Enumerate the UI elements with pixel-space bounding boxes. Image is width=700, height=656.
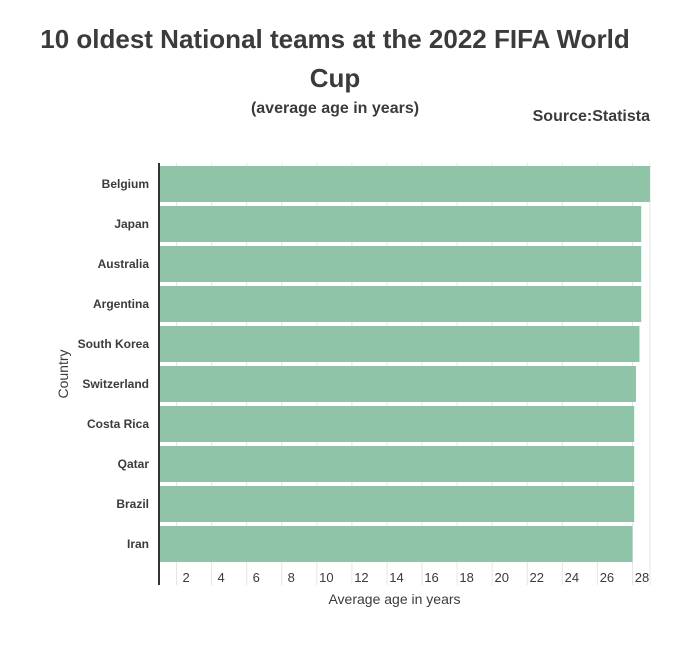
chart-title: 10 oldest National teams at the 2022 FIF… bbox=[40, 24, 630, 93]
bar-argentina bbox=[160, 286, 642, 322]
x-tick-label: 16 bbox=[424, 570, 438, 585]
category-label: Japan bbox=[114, 217, 149, 231]
category-label: South Korea bbox=[78, 337, 150, 351]
bar-belgium bbox=[160, 166, 650, 202]
x-tick-label: 10 bbox=[319, 570, 333, 585]
bar-japan bbox=[160, 206, 642, 242]
x-tick-label: 24 bbox=[565, 570, 579, 585]
category-label: Belgium bbox=[102, 177, 149, 191]
x-axis-title: Average age in years bbox=[328, 591, 460, 607]
bar-australia bbox=[160, 246, 642, 282]
x-tick-label: 14 bbox=[389, 570, 403, 585]
bar-costa-rica bbox=[160, 406, 635, 442]
x-tick-label: 2 bbox=[182, 570, 189, 585]
category-label: Costa Rica bbox=[87, 417, 149, 431]
y-axis-title: Country bbox=[55, 349, 71, 398]
x-tick-label: 20 bbox=[494, 570, 508, 585]
bar-south-korea bbox=[160, 326, 640, 362]
category-label: Brazil bbox=[116, 497, 149, 511]
source-label: Source:Statista bbox=[532, 108, 650, 125]
category-label: Argentina bbox=[93, 297, 149, 311]
bar-brazil bbox=[160, 486, 635, 522]
x-tick-label: 18 bbox=[459, 570, 473, 585]
bar-iran bbox=[160, 526, 633, 562]
category-label: Australia bbox=[98, 257, 150, 271]
x-tick-label: 22 bbox=[530, 570, 544, 585]
bar-qatar bbox=[160, 446, 635, 482]
category-label: Qatar bbox=[118, 457, 150, 471]
x-tick-label: 28 bbox=[635, 570, 649, 585]
x-tick-label: 12 bbox=[354, 570, 368, 585]
x-tick-label: 6 bbox=[253, 570, 260, 585]
category-label: Switzerland bbox=[82, 377, 149, 391]
x-tick-label: 4 bbox=[218, 570, 225, 585]
x-tick-label: 8 bbox=[288, 570, 295, 585]
bar-switzerland bbox=[160, 366, 636, 402]
category-label: Iran bbox=[127, 537, 149, 551]
x-tick-label: 26 bbox=[600, 570, 614, 585]
chart-subtitle: (average age in years) bbox=[250, 100, 420, 117]
